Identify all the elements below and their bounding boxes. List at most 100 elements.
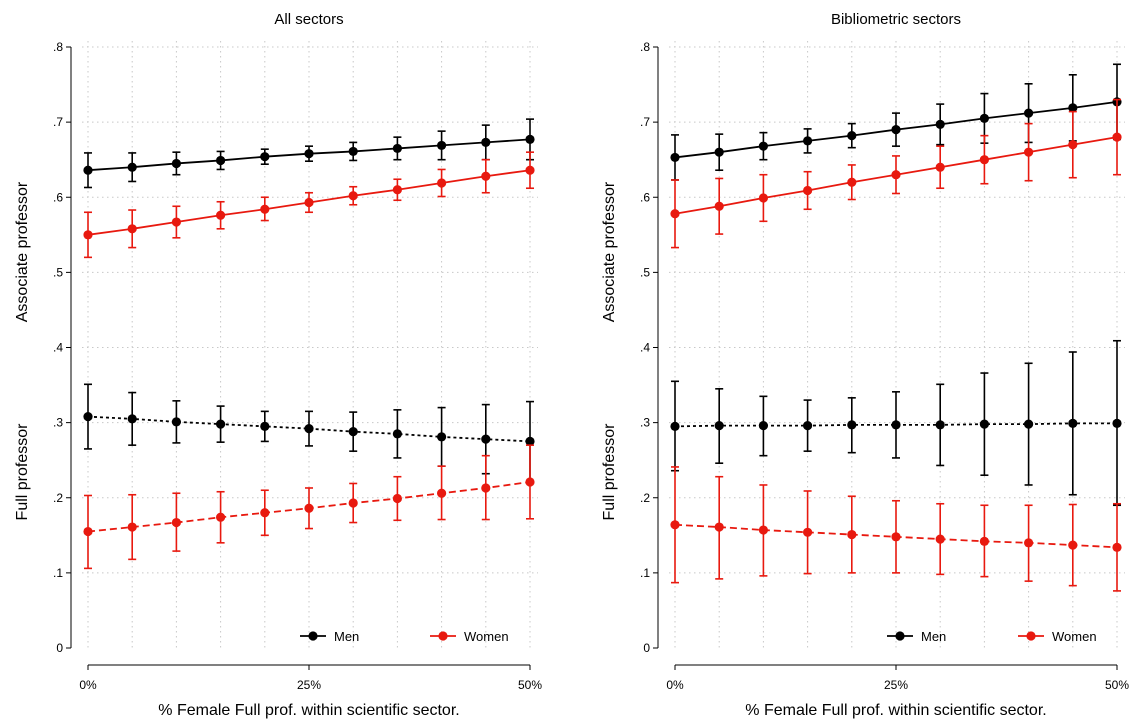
data-point <box>260 421 270 431</box>
data-point <box>1068 140 1078 150</box>
series-men-full <box>670 339 1122 507</box>
y-tick-label: .2 <box>53 491 63 505</box>
data-point <box>1112 132 1122 142</box>
data-point <box>758 525 769 535</box>
data-point <box>525 477 535 487</box>
data-point <box>758 421 769 431</box>
data-point <box>437 432 447 442</box>
series-women-associate <box>83 151 535 259</box>
data-point <box>1024 147 1034 157</box>
data-point <box>481 434 491 444</box>
panel-title: Bibliometric sectors <box>831 11 961 28</box>
panel-title: All sectors <box>274 11 343 28</box>
data-point <box>847 420 857 430</box>
y-tick-label: .3 <box>53 416 63 430</box>
data-point <box>758 193 769 203</box>
legend-marker-women <box>438 631 448 641</box>
data-point <box>1068 418 1078 428</box>
data-point <box>171 158 181 169</box>
y-tick-label: .5 <box>53 265 63 279</box>
data-point <box>1068 103 1078 113</box>
x-tick-label: 25% <box>884 678 908 692</box>
data-point <box>891 420 901 430</box>
data-point <box>304 149 314 159</box>
data-point <box>481 137 491 148</box>
data-point <box>171 517 181 528</box>
data-point <box>1024 108 1034 118</box>
data-point <box>216 419 226 429</box>
y-axis-title-full: Full professor <box>14 423 31 521</box>
data-point <box>481 171 491 181</box>
data-point <box>304 424 314 434</box>
data-point <box>670 209 680 219</box>
data-point <box>847 177 857 187</box>
data-point <box>348 498 358 508</box>
data-point <box>1024 538 1034 548</box>
series-women-associate <box>670 98 1122 249</box>
y-tick-label: .2 <box>640 491 650 505</box>
data-point <box>935 162 945 172</box>
data-point <box>935 534 945 544</box>
data-point <box>481 483 491 493</box>
data-point <box>127 414 137 424</box>
y-tick-label: .8 <box>53 40 63 54</box>
data-point <box>1112 542 1122 552</box>
data-point <box>670 152 680 163</box>
x-axis-title: % Female Full prof. within scientific se… <box>158 702 459 719</box>
data-point <box>171 217 181 227</box>
data-point <box>127 224 137 234</box>
data-point <box>83 230 93 240</box>
y-tick-label: .6 <box>53 190 63 204</box>
legend-label-men: Men <box>921 629 946 644</box>
data-point <box>216 155 226 166</box>
data-point <box>348 191 358 201</box>
data-point <box>1112 418 1122 428</box>
x-tick-label: 25% <box>297 678 321 692</box>
y-tick-label: .4 <box>640 341 650 355</box>
data-point <box>83 526 93 537</box>
y-tick-label: .4 <box>53 341 63 355</box>
x-tick-label: 50% <box>1105 678 1129 692</box>
data-point <box>803 527 813 537</box>
data-point <box>935 420 945 430</box>
panel-all-sectors: 0 .1 .2 .3 .4 .5 .6 .7 .8 0% 25% 50% All sectors % Fe… <box>14 11 542 719</box>
data-point <box>348 146 358 157</box>
legend-marker-women <box>1026 631 1036 641</box>
data-point <box>437 140 447 151</box>
legend-label-women: Women <box>1052 629 1097 644</box>
data-point <box>260 508 270 518</box>
data-point <box>392 429 402 439</box>
series-women-full <box>83 444 535 570</box>
data-point <box>670 421 680 431</box>
data-point <box>348 427 358 437</box>
data-point <box>979 155 990 165</box>
y-tick-label: .3 <box>640 416 650 430</box>
y-axis-title-full: Full professor <box>601 423 618 521</box>
data-point <box>216 210 226 220</box>
y-axis-title-associate: Associate professor <box>601 181 618 322</box>
series-women-full <box>670 466 1122 592</box>
data-point <box>260 204 270 214</box>
panel-bibliometric-sectors: 0 .1 .2 .3 .4 .5 .6 .7 .8 0% 25% 50% Bibliometric se… <box>601 11 1129 719</box>
data-point <box>525 134 535 145</box>
y-tick-label: .5 <box>640 265 650 279</box>
data-point <box>803 421 813 431</box>
y-tick-label: .8 <box>640 40 650 54</box>
data-point <box>714 201 724 211</box>
x-tick-label: 50% <box>518 678 542 692</box>
x-axis-title: % Female Full prof. within scientific se… <box>745 702 1046 719</box>
data-point <box>1024 419 1034 429</box>
legend-marker-men <box>895 631 905 641</box>
data-point <box>171 417 181 427</box>
data-point <box>979 536 990 546</box>
data-point <box>714 421 724 431</box>
data-point <box>83 165 93 175</box>
y-tick-label: 0 <box>56 641 63 655</box>
data-point <box>525 165 535 175</box>
data-point <box>392 185 402 195</box>
data-point <box>891 170 901 180</box>
data-point <box>979 419 990 429</box>
y-tick-label: .7 <box>640 115 650 129</box>
data-point <box>304 503 314 513</box>
